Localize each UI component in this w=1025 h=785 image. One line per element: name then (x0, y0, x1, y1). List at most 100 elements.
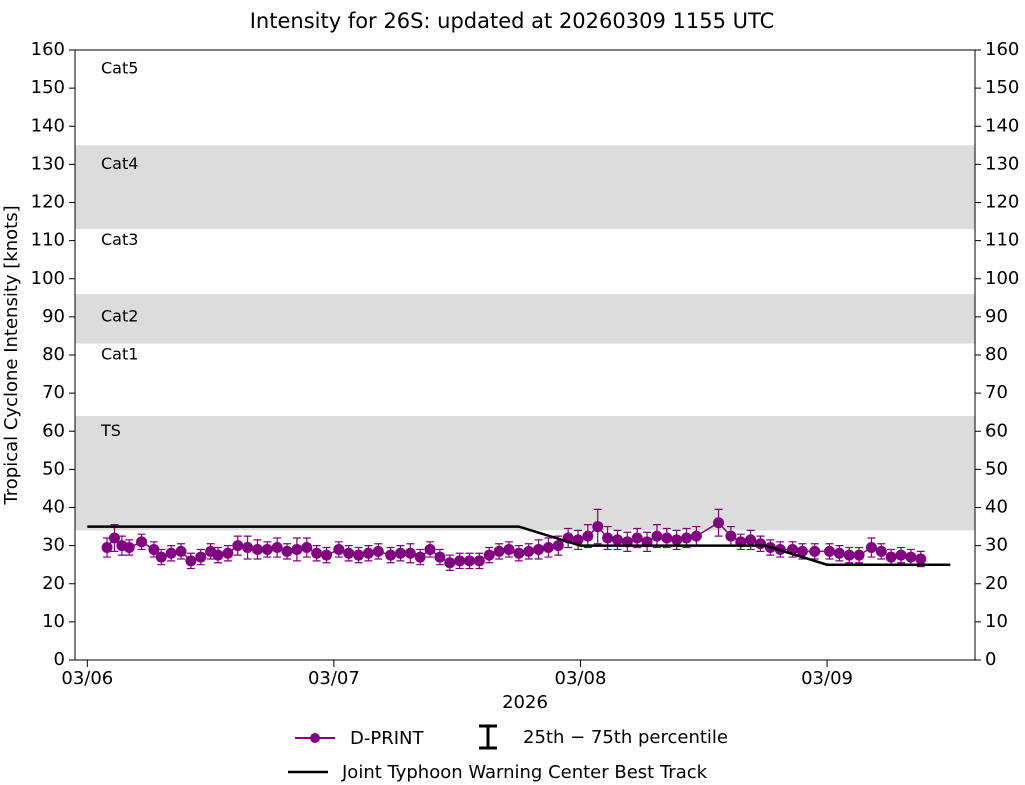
y-tick-label: 120 (31, 192, 65, 213)
data-point (271, 542, 283, 554)
error-bar (222, 545, 234, 562)
data-point (385, 549, 397, 561)
error-bar (242, 535, 254, 560)
legend-swatch (310, 733, 320, 743)
data-point (404, 547, 416, 559)
error-bar (542, 537, 554, 558)
error-bar (885, 548, 897, 566)
error-bar (853, 546, 865, 564)
data-point (394, 547, 406, 559)
error-bar (483, 546, 495, 564)
error-bar (372, 543, 384, 560)
error-bar (641, 531, 653, 552)
data-point (493, 545, 505, 557)
error-bar (321, 546, 333, 564)
y2-tick-label: 150 (985, 77, 1019, 98)
error-bar (833, 545, 845, 562)
y-tick-label: 150 (31, 77, 65, 98)
error-bar (824, 543, 836, 560)
data-point (592, 521, 604, 533)
y-axis-label: Tropical Cyclone Intensity [knots] (1, 205, 22, 505)
data-point (155, 551, 167, 563)
legend-label: 25th − 75th percentile (523, 727, 728, 748)
error-bar (414, 548, 426, 566)
data-point (444, 557, 456, 569)
error-bar (631, 527, 643, 549)
error-bar (333, 541, 345, 558)
data-point (824, 545, 836, 557)
y-tick-label: 20 (42, 573, 65, 594)
data-point (754, 538, 766, 550)
data-point (372, 545, 384, 557)
y2-tick-label: 120 (985, 192, 1019, 213)
error-bar (394, 545, 406, 562)
data-point (843, 549, 855, 561)
data-point (483, 549, 495, 561)
error-bar (261, 541, 273, 558)
y-tick-label: 10 (42, 611, 65, 632)
data-point (281, 545, 293, 557)
data-point (232, 540, 244, 552)
y2-tick-label: 160 (985, 39, 1019, 60)
legend-swatch (479, 724, 497, 750)
x-tick-label: 03/06 (61, 668, 113, 689)
data-point (552, 540, 564, 552)
error-bar (523, 543, 535, 560)
y2-tick-label: 0 (985, 649, 996, 670)
data-point (853, 549, 865, 561)
error-bar (454, 552, 466, 570)
data-point (611, 534, 623, 546)
data-point (809, 545, 821, 557)
y-tick-label: 140 (31, 115, 65, 136)
error-bar (175, 543, 187, 560)
data-point (301, 542, 313, 554)
data-point (123, 542, 135, 554)
data-point (671, 534, 683, 546)
x-axis-label: 2026 (502, 692, 548, 713)
error-bar (195, 548, 207, 566)
y-tick-label: 60 (42, 420, 65, 441)
error-bar (444, 554, 456, 572)
category-band (75, 416, 975, 531)
error-bar (464, 552, 476, 570)
data-point (833, 547, 845, 559)
data-point (291, 543, 303, 555)
error-bar (108, 524, 120, 552)
error-bar (434, 548, 446, 566)
error-bar (713, 508, 725, 537)
y-tick-label: 80 (42, 344, 65, 365)
plot-frame (74, 49, 976, 661)
x-tick-label: 03/08 (555, 668, 607, 689)
data-point (212, 549, 224, 561)
category-label: Cat1 (101, 345, 138, 364)
error-bar (621, 531, 633, 552)
data-point (602, 532, 614, 544)
error-bar (148, 541, 160, 558)
data-point (582, 530, 594, 542)
y2-tick-label: 10 (985, 611, 1008, 632)
error-bar (809, 543, 821, 560)
data-point (175, 545, 187, 557)
series-line (87, 525, 951, 566)
x-tick-label: 03/09 (801, 668, 853, 689)
error-bar (232, 535, 244, 556)
y-tick-label: 0 (54, 649, 65, 670)
y2-tick-label: 130 (985, 153, 1019, 174)
error-bar (353, 546, 365, 564)
error-bar (895, 546, 907, 564)
y2-tick-label: 50 (985, 458, 1008, 479)
error-bar (311, 545, 323, 562)
y-tick-label: 100 (31, 268, 65, 289)
legend-label: Joint Typhoon Warning Center Best Track (341, 762, 708, 783)
error-bar (651, 524, 663, 549)
data-point (108, 532, 120, 544)
error-bar (165, 545, 177, 562)
data-point (414, 551, 426, 563)
category-label: Cat2 (101, 306, 138, 325)
error-bar (155, 548, 167, 566)
y2-tick-label: 60 (985, 420, 1008, 441)
data-point (343, 547, 355, 559)
error-bar (865, 537, 877, 558)
data-point (681, 532, 693, 544)
data-point (362, 547, 374, 559)
